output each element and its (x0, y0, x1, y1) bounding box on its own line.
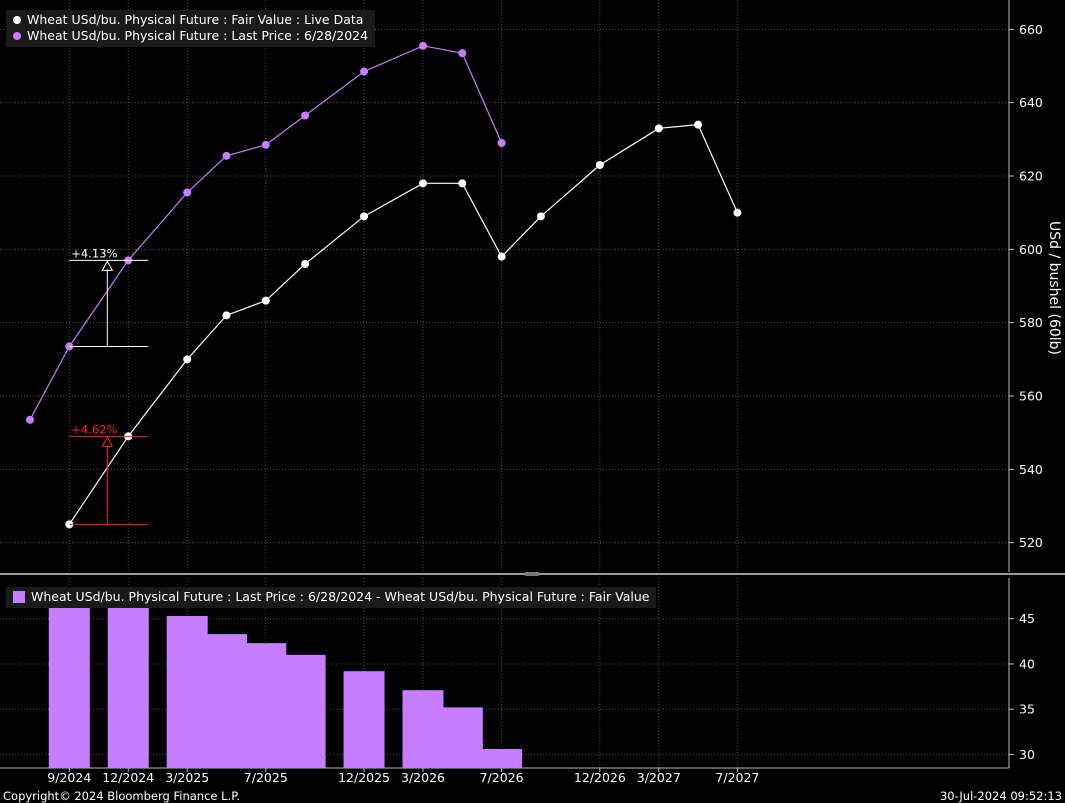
difference-bar (166, 616, 208, 768)
legend-label-last-price: Wheat USd/bu. Physical Future : Last Pri… (27, 28, 369, 43)
difference-bars (48, 588, 523, 768)
y-tick-label: 580 (1019, 315, 1043, 330)
legend-item-difference[interactable]: Wheat USd/bu. Physical Future : Last Pri… (13, 589, 649, 605)
data-point (261, 140, 270, 149)
x-tick-label: 9/2024 (47, 770, 91, 785)
purple-dot-icon (13, 32, 21, 40)
y-tick-label: 35 (1019, 702, 1035, 717)
y-tick-label: 40 (1019, 656, 1035, 671)
difference-bar (245, 643, 287, 768)
data-point (26, 415, 34, 424)
series-line (68, 124, 738, 525)
legend-label-fair-value: Wheat USd/bu. Physical Future : Fair Val… (27, 12, 364, 27)
difference-bar (48, 588, 90, 768)
bottom-panel-grid (0, 618, 1009, 755)
x-tick-label: 12/2024 (102, 770, 154, 785)
y-tick-label: 600 (1019, 242, 1043, 257)
x-tick-label: 12/2026 (574, 770, 626, 785)
data-point (654, 124, 663, 133)
y-tick-label: 520 (1019, 535, 1043, 550)
data-point (536, 212, 545, 221)
top-legend: Wheat USd/bu. Physical Future : Fair Val… (6, 10, 376, 47)
difference-bar (107, 590, 149, 768)
x-tick-label: 7/2026 (480, 770, 524, 785)
y-tick-label: 560 (1019, 389, 1043, 404)
data-point (419, 179, 427, 188)
x-tick-label: 3/2027 (637, 770, 681, 785)
difference-bar (343, 671, 385, 768)
panel-divider-handle[interactable] (525, 572, 539, 576)
legend-label-difference: Wheat USd/bu. Physical Future : Last Pri… (31, 589, 650, 604)
data-point (497, 252, 506, 261)
bottom-legend: Wheat USd/bu. Physical Future : Last Pri… (6, 587, 657, 608)
y-tick-label: 540 (1019, 462, 1043, 477)
top-y-axis-labels: 520 540 560 580 600 620 640 660 (1009, 22, 1043, 550)
data-point (360, 67, 369, 76)
data-point (222, 311, 231, 320)
data-point (360, 212, 369, 221)
legend-item-last-price[interactable]: Wheat USd/bu. Physical Future : Last Pri… (13, 28, 368, 44)
legend-item-fair-value[interactable]: Wheat USd/bu. Physical Future : Fair Val… (13, 12, 368, 28)
difference-bar (206, 634, 247, 768)
purple-square-icon (13, 591, 25, 603)
data-point (183, 355, 192, 364)
data-point (733, 208, 742, 217)
top-panel-grid (0, 28, 1009, 544)
data-point (497, 139, 506, 147)
x-axis-labels: 9/2024 12/2024 3/2025 7/2025 12/2025 3/2026 7/… (47, 768, 759, 785)
data-point (694, 120, 703, 129)
x-tick-label: 12/2025 (338, 770, 390, 785)
difference-bar (284, 654, 326, 768)
data-point (261, 296, 270, 305)
data-point (183, 188, 192, 197)
y-tick-label: 45 (1019, 611, 1035, 626)
copyright-text: Copyright© 2024 Bloomberg Finance L.P. (3, 789, 240, 803)
data-point (595, 161, 604, 169)
y-tick-label: 30 (1019, 747, 1035, 762)
difference-bar (441, 707, 483, 768)
difference-bar (481, 749, 523, 768)
y-tick-label: 640 (1019, 95, 1043, 110)
white-dot-icon (13, 16, 21, 24)
data-point (458, 179, 467, 188)
bottom-y-axis-labels: 30 35 40 45 (1009, 611, 1035, 762)
data-point (301, 260, 310, 268)
x-tick-label: 3/2026 (401, 770, 445, 785)
annotation-arrow-icon (101, 260, 114, 271)
price-lines (26, 41, 742, 529)
annotation-label: +4.62% (71, 422, 117, 436)
data-point (419, 41, 427, 50)
y-axis-title: USd / bushel (60lb) (1046, 221, 1062, 355)
data-point (458, 49, 467, 58)
x-tick-label: 3/2025 (165, 770, 209, 785)
y-tick-label: 620 (1019, 169, 1043, 184)
x-tick-label: 7/2025 (244, 770, 288, 785)
annotation-label: +4.13% (71, 246, 117, 260)
annotation-arrow-icon (101, 436, 114, 447)
data-point (301, 111, 310, 120)
percent-annotations: +4.13% +4.62% (69, 246, 149, 525)
vertical-grid (68, 0, 738, 768)
difference-bar (402, 690, 444, 768)
x-tick-label: 7/2027 (715, 770, 759, 785)
timestamp-text: 30-Jul-2024 09:52:13 (939, 789, 1062, 803)
y-tick-label: 660 (1019, 22, 1043, 37)
data-point (222, 151, 231, 160)
